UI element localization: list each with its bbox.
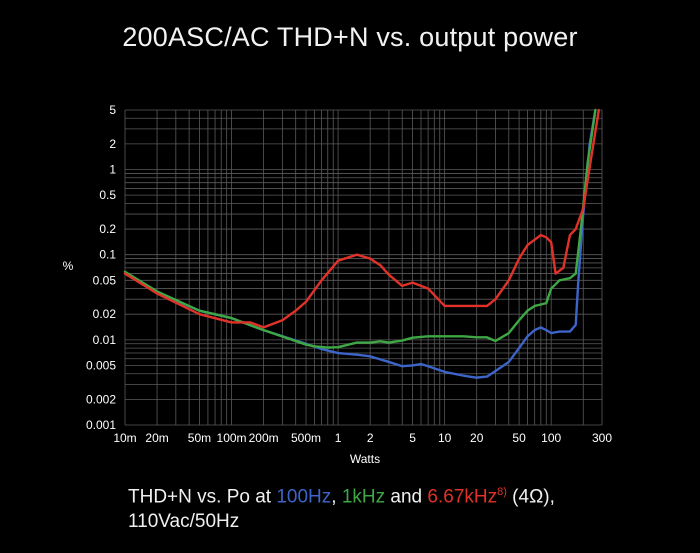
y-tick-label: 0.05 bbox=[93, 273, 117, 287]
series-line-100hz bbox=[123, 108, 597, 379]
caption-prefix: THD+N vs. Po at bbox=[128, 486, 277, 508]
chart-title: 200ASC/AC THD+N vs. output power bbox=[122, 22, 578, 52]
x-tick-label: 500m bbox=[291, 431, 321, 445]
y-tick-label: 5 bbox=[109, 103, 116, 117]
caption-6-67khz: 6.67kHz bbox=[427, 486, 498, 508]
caption-footnote-ref: 8) bbox=[497, 486, 507, 498]
x-axis-label: Watts bbox=[350, 452, 380, 466]
chart-caption: THD+N vs. Po at 100Hz, 1kHz and 6.67kHz8… bbox=[128, 480, 555, 534]
x-tick-label: 20m bbox=[145, 431, 168, 445]
caption-1khz: 1kHz bbox=[341, 486, 386, 508]
y-tick-label: 0.1 bbox=[99, 248, 116, 262]
y-tick-label: 2 bbox=[109, 137, 116, 151]
series-line-1khz bbox=[123, 108, 597, 349]
x-tick-label: 10m bbox=[113, 431, 136, 445]
caption-sep-2: and bbox=[385, 486, 428, 508]
chart-grid bbox=[124, 109, 603, 426]
y-tick-label: 0.001 bbox=[86, 418, 116, 432]
y-tick-label: 0.5 bbox=[99, 188, 116, 202]
x-tick-label: 100 bbox=[541, 431, 561, 445]
caption-line-2: 110Vac/50Hz bbox=[128, 511, 240, 533]
x-tick-label: 1 bbox=[335, 431, 342, 445]
x-tick-label: 2 bbox=[367, 431, 374, 445]
caption-suffix: (4Ω), bbox=[506, 486, 555, 508]
y-axis-ticks: 5 2 1 0.5 0.2 0.1 0.05 0.02 0.01 0.005 0.002 0.001 bbox=[86, 103, 116, 432]
y-tick-label: 0.01 bbox=[93, 333, 117, 347]
y-tick-label: 0.2 bbox=[99, 222, 116, 236]
x-tick-label: 100m bbox=[217, 431, 247, 445]
series-lines bbox=[123, 108, 601, 379]
x-tick-label: 50m bbox=[188, 431, 211, 445]
caption-sep-1: , bbox=[331, 486, 342, 508]
x-tick-label: 300 bbox=[592, 431, 612, 445]
x-tick-label: 50 bbox=[512, 431, 526, 445]
x-tick-label: 200m bbox=[249, 431, 279, 445]
x-tick-label: 20 bbox=[470, 431, 484, 445]
x-axis-ticks: 10m 20m 50m 100m 200m 500m 1 2 5 10 20 50 100 300 bbox=[113, 431, 612, 445]
y-tick-label: 0.02 bbox=[93, 307, 117, 321]
y-tick-label: 0.002 bbox=[86, 392, 116, 406]
y-tick-label: 0.005 bbox=[86, 358, 116, 372]
x-tick-label: 5 bbox=[409, 431, 416, 445]
caption-100hz: 100Hz bbox=[276, 486, 332, 508]
x-tick-label: 10 bbox=[438, 431, 452, 445]
y-axis-label: % bbox=[63, 259, 74, 273]
caption-line-1: THD+N vs. Po at 100Hz, 1kHz and 6.67kHz8… bbox=[128, 480, 555, 509]
y-tick-label: 1 bbox=[109, 163, 116, 177]
series-line-6-67khz bbox=[123, 108, 601, 329]
